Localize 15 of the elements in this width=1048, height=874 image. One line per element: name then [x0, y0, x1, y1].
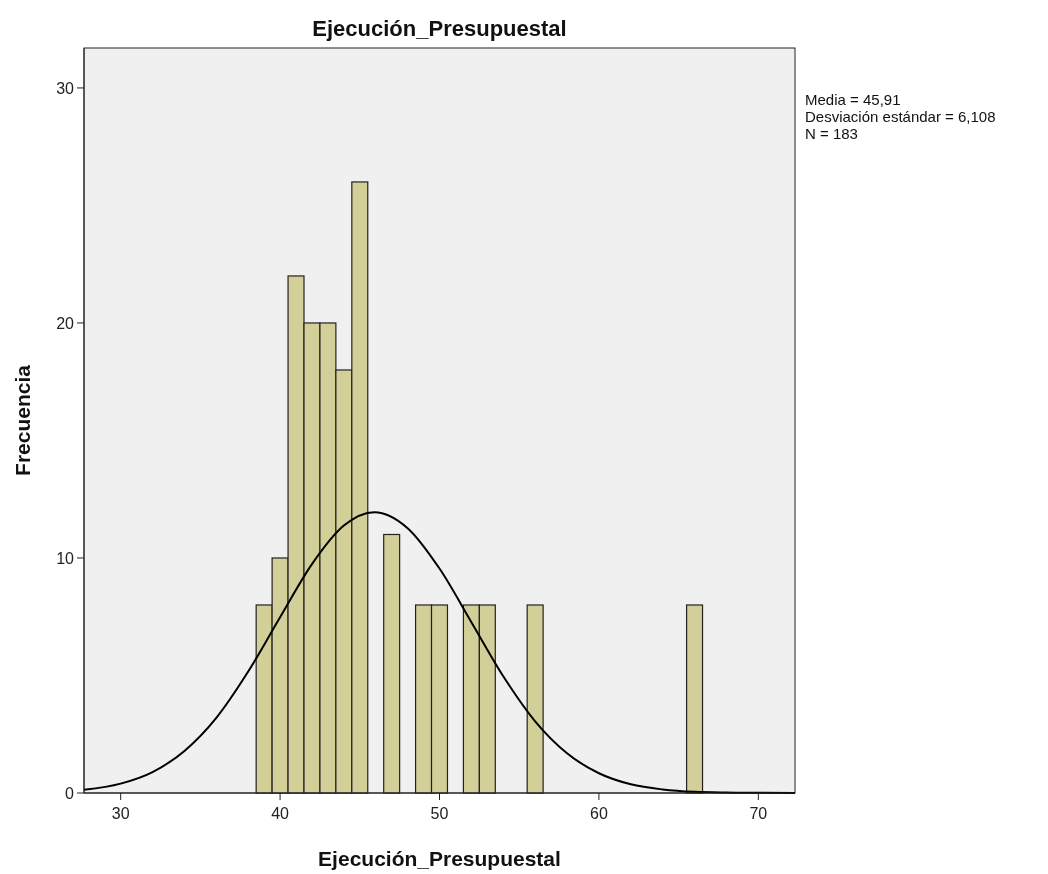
text: N = 183 — [805, 125, 858, 142]
y-tick-label: 0 — [65, 785, 75, 802]
x-tick-label: 50 — [430, 805, 449, 822]
y-tick-label: 30 — [56, 79, 75, 97]
text: Desviación estándar = 6,108 — [805, 108, 996, 125]
x-tick-label: 60 — [590, 805, 608, 822]
chart-title: Ejecución_Presupuestal — [312, 16, 567, 41]
x-axis-title: Ejecución_Presupuestal — [318, 847, 561, 870]
y-tick-label: 10 — [56, 549, 75, 567]
text: Media = 45,91 — [805, 91, 901, 108]
y-tick-label: 20 — [56, 314, 75, 332]
x-tick-label: 40 — [271, 805, 290, 822]
x-tick-label: 30 — [111, 805, 130, 822]
x-tick-label: 70 — [749, 805, 768, 822]
y-axis-title: Frecuencia — [11, 364, 34, 476]
